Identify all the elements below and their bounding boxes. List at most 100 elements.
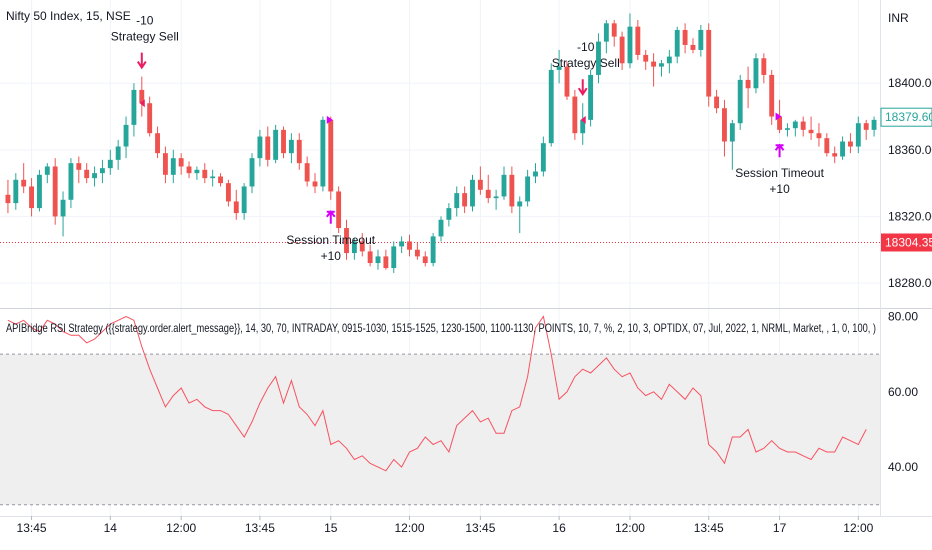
price-tick-label: 18280.00 [888,276,932,290]
candle-body [666,56,672,64]
candle-body [572,96,578,134]
candle-body [761,58,767,75]
candle-body [454,193,460,209]
sell-label: Strategy Sell [552,56,620,70]
indicator-label[interactable]: APIBridge RSI Strategy ({{strategy.order… [6,321,876,335]
candle-body [603,23,609,42]
candle-body [635,26,641,55]
candle-body [422,256,428,264]
time-tick-label: 16 [552,521,566,535]
price-tick-label: 18400.00 [888,76,932,90]
candle-body [312,181,318,187]
candle-body [99,168,105,174]
candle-body [737,79,743,124]
candle-body [328,119,334,192]
candle-body [383,256,389,269]
trade-annotations: -10 Strategy Sell Session Timeout +10 -10 Str… [111,14,825,263]
candle-body [399,241,405,247]
price-tick-label: 18320.00 [888,209,932,223]
candle-body [29,186,34,209]
candle-body [21,179,27,187]
prev-close-tag-box [881,233,932,252]
candle-body [5,194,11,204]
candle-body [147,103,153,134]
candle-body [225,183,231,202]
price-axis[interactable]: 18280.00 18320.00 18360.00 18400.00 [888,76,932,290]
rsi-axis[interactable]: 40.00 60.00 80.00 [888,310,918,475]
candle-body [792,121,798,129]
candle-body [753,58,759,89]
candle-body [241,186,247,214]
candle-body [391,246,397,269]
candle-body [430,236,436,264]
time-tick-label: 12:00 [166,521,196,535]
candle-body [296,139,302,164]
candle-body [139,89,145,104]
time-tick-label: 13:45 [465,521,495,535]
candle-body [344,228,349,254]
candle-body [170,158,176,175]
candle-body [375,256,381,264]
currency-label[interactable]: INR [888,11,909,25]
candle-body [659,63,664,67]
candle-body [714,96,720,109]
candle-body [273,129,279,160]
candle-body [769,74,775,117]
rsi-band-fill [0,354,880,505]
time-tick-label: 17 [773,521,787,535]
last-price-value: 18379.60 [885,110,932,124]
candle-body [194,169,200,174]
candle-body [493,196,499,199]
candle-body [407,241,412,250]
candle-body [855,123,861,147]
candle-body [123,124,129,147]
candle-body [596,41,601,75]
timeout-arrow [325,210,336,224]
candle-body [367,251,373,264]
timeout-arrow [774,143,785,158]
candle-body [627,26,633,64]
time-tick-label: 15 [324,521,338,535]
rsi-tick-label: 60.00 [888,385,918,399]
prev-close-tag: 18304.35 [881,233,932,252]
candle-body [785,128,790,130]
rsi-line [7,315,867,472]
timeout-qty-label: +10 [769,182,790,196]
candle-body [651,61,657,67]
candle-body [540,143,546,172]
candle-body [533,171,538,177]
candle-body [13,179,19,204]
time-tick-label: 12:00 [615,521,645,535]
candle-body [202,169,208,179]
candle-body [863,123,869,130]
time-axis[interactable]: 13:45 14 12:00 13:45 15 12:00 13:45 16 12:00 13:4… [17,516,874,535]
candle-body [816,133,822,139]
candle-body [249,158,255,187]
candle-body [698,29,704,50]
candle-body [824,138,830,154]
time-tick-label: 13:45 [245,521,275,535]
candle-body [517,201,523,207]
candle-body [36,174,42,209]
candle-body [564,66,570,97]
sell-arrow [577,79,588,97]
candle-body [682,29,688,45]
candle-body [800,121,806,130]
candle-body [706,29,712,97]
candle-body [210,176,216,179]
sell-marker [139,99,145,108]
candle-body [320,119,326,187]
candle-body [107,159,113,169]
candle-body [414,249,420,257]
timeout-marker [775,112,782,121]
candle-body [76,163,82,170]
time-tick-label: 12:00 [843,521,873,535]
candle-body [729,123,735,142]
candle-body [871,119,877,130]
sell-label: Strategy Sell [111,30,179,44]
candle-body [155,133,160,154]
candle-body [588,74,594,120]
candle-body [832,153,838,157]
symbol-title[interactable]: Nifty 50 Index, 15, NSE [6,9,131,23]
